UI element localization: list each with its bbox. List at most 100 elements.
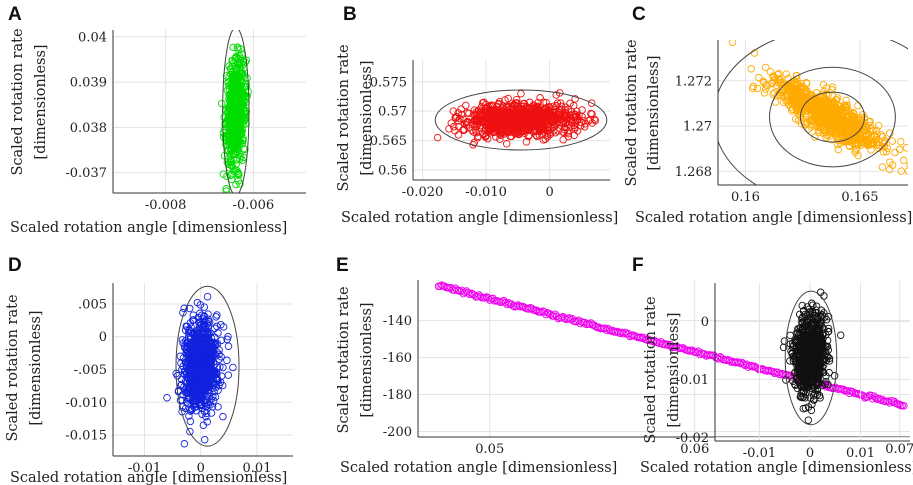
data-point — [469, 128, 478, 136]
data-point — [462, 121, 471, 129]
data-point — [517, 89, 525, 98]
y-axis-label-line1: Scaled rotation rate — [336, 286, 352, 433]
data-point — [525, 131, 533, 139]
data-point — [792, 357, 800, 365]
data-point — [198, 410, 206, 418]
data-point — [572, 107, 581, 116]
data-point — [177, 380, 186, 389]
data-point — [771, 74, 780, 83]
data-point — [782, 70, 790, 78]
data-point — [823, 342, 832, 351]
data-point — [517, 124, 525, 133]
data-point — [506, 116, 514, 124]
data-point — [225, 133, 234, 141]
data-point — [212, 313, 220, 321]
data-point — [180, 439, 189, 448]
data-point — [561, 103, 570, 111]
data-point — [185, 304, 194, 313]
data-point — [236, 152, 245, 161]
data-point — [198, 365, 207, 374]
y-axis-label-line1: Scaled rotation rate — [643, 296, 659, 443]
data-point — [792, 85, 800, 93]
data-point — [619, 329, 628, 338]
data-point — [799, 94, 807, 102]
data-point — [181, 326, 190, 334]
data-point — [184, 365, 193, 373]
data-point — [525, 98, 534, 107]
data-point — [814, 359, 823, 367]
data-point — [196, 355, 204, 364]
data-point — [793, 384, 802, 393]
x-tick-label: 0.165 — [841, 190, 878, 205]
data-point — [830, 372, 839, 380]
data-point — [229, 167, 238, 175]
data-point — [234, 145, 242, 154]
data-point — [198, 351, 207, 359]
data-point — [186, 417, 195, 426]
data-point — [223, 356, 231, 365]
data-point — [897, 167, 905, 175]
data-point — [814, 105, 823, 114]
data-point — [522, 138, 531, 146]
data-point — [847, 111, 856, 120]
data-point — [749, 82, 758, 91]
data-point — [208, 346, 216, 354]
y-tick-label: -0.037 — [65, 166, 107, 181]
data-point — [808, 388, 817, 396]
data-point — [769, 72, 777, 81]
data-point — [866, 117, 874, 126]
data-point — [906, 161, 908, 169]
x-tick-label: 0 — [545, 185, 553, 200]
data-point — [787, 84, 795, 93]
data-point — [818, 348, 827, 356]
data-point — [873, 139, 881, 147]
panel-letter: C — [632, 4, 646, 25]
data-point — [878, 163, 887, 171]
x-tick-label: -0.01 — [128, 461, 161, 476]
data-point — [232, 160, 240, 168]
data-point — [502, 140, 511, 148]
data-point — [482, 132, 490, 141]
data-point — [211, 393, 220, 401]
data-point — [181, 404, 190, 413]
data-point — [578, 112, 586, 121]
data-point — [566, 99, 574, 108]
data-point — [524, 125, 533, 134]
data-point — [780, 337, 789, 345]
data-point — [828, 83, 837, 91]
data-point — [229, 43, 237, 52]
y-tick-label: 0.039 — [70, 76, 107, 91]
data-point — [818, 349, 826, 357]
data-point — [549, 127, 558, 135]
data-point — [760, 89, 769, 97]
y-axis-label-line2: [dimensionless] — [359, 60, 375, 175]
x-tick-label: -0.010 — [465, 185, 507, 200]
data-point — [389, 126, 396, 133]
data-point — [228, 98, 237, 107]
data-point — [810, 353, 818, 361]
data-point — [821, 96, 829, 104]
data-point — [233, 167, 241, 176]
y-tick-label: -160 — [383, 351, 412, 366]
data-point — [193, 326, 202, 335]
data-point — [183, 338, 191, 346]
data-point — [804, 125, 813, 133]
data-point — [820, 87, 828, 96]
y-tick-label: 0.565 — [370, 134, 407, 149]
data-point — [769, 367, 777, 376]
data-point — [205, 388, 214, 397]
data-point — [233, 43, 242, 52]
data-point — [552, 91, 560, 99]
data-point — [496, 110, 505, 118]
confidence-ellipse — [175, 285, 240, 447]
data-point — [792, 98, 801, 106]
data-point — [510, 108, 518, 117]
data-point — [797, 79, 805, 88]
data-point — [848, 139, 857, 147]
x-axis-label: Scaled rotation angle [dimensionless] — [640, 460, 913, 476]
data-point — [189, 311, 198, 319]
data-point — [550, 113, 558, 121]
data-point — [460, 125, 468, 134]
data-point — [786, 331, 795, 340]
data-point — [229, 125, 237, 134]
